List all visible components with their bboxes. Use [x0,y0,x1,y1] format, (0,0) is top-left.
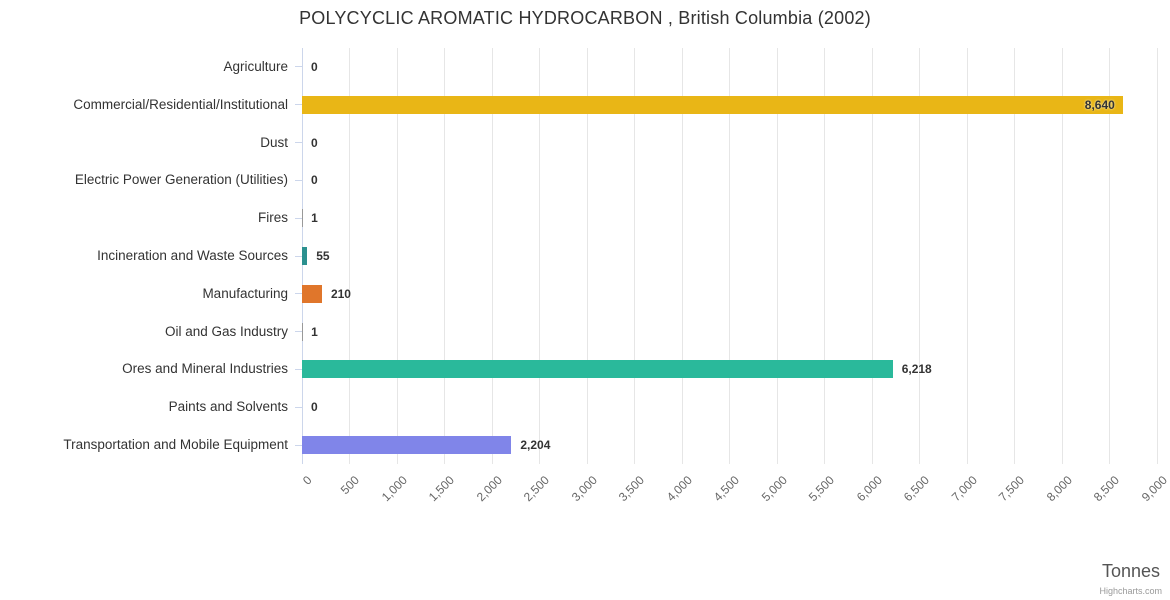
gridline [966,48,968,464]
gridline [1061,48,1063,464]
category-tick [295,179,302,181]
category-tick [295,142,302,144]
x-axis-title: Tonnes [1101,561,1160,581]
gridline [634,48,635,464]
value-label: 210 [330,286,351,301]
x-tick-label: 2,500 [521,473,553,505]
gridline [1014,48,1015,464]
bar[interactable] [302,95,1123,114]
x-tick-label: 5,500 [806,473,838,505]
category-tick [295,331,302,333]
category-label: Incineration and Waste Sources [97,248,288,263]
value-label: 2,204 [520,438,551,453]
gridline [1156,48,1158,464]
category-tick [295,217,302,219]
x-tick-label: 4,500 [711,473,743,505]
x-tick-label: 4,000 [663,473,695,505]
category-label: Oil and Gas Industry [164,323,288,339]
x-tick-label: 2,000 [473,473,505,505]
x-tick-label: 5,000 [758,473,790,505]
category-tick [295,368,302,370]
value-label: 55 [316,249,330,263]
category-label: Paints and Solvents [168,399,288,415]
x-tick-label: 0 [300,473,315,488]
category-label: Agriculture [223,58,288,74]
gridline [681,48,683,464]
category-tick [295,444,302,446]
value-label: 6,218 [901,362,932,377]
category-label: Fires [258,210,288,226]
value-label: 1 [311,324,318,339]
category-label: Manufacturing [202,285,288,301]
gridline [539,48,540,464]
category-label: Commercial/Residential/Institutional [73,96,288,112]
gridline [1109,48,1110,464]
value-label: 0 [311,59,318,74]
category-label: Transportation and Mobile Equipment [63,437,288,453]
category-label: Dust [260,134,288,150]
x-tick-label: 3,000 [568,473,600,505]
x-tick-label: 7,500 [996,473,1028,505]
gridline [586,48,588,464]
x-tick-label: 8,500 [1091,473,1123,505]
bar[interactable] [302,247,308,265]
gridline [776,48,778,464]
category-tick [295,406,302,408]
x-tick-label: 6,000 [853,473,885,505]
x-tick-label: 500 [338,473,363,498]
bar[interactable] [302,284,322,303]
chart-title: POLYCYCLIC AROMATIC HYDROCARBON , Britis… [299,8,871,28]
highcharts-credit[interactable]: Highcharts.com [1099,586,1162,596]
gridline [396,48,398,464]
gridline [729,48,730,464]
x-tick-label: 8,000 [1043,473,1075,505]
value-label: 1 [311,211,318,226]
x-tick-label: 7,000 [948,473,980,505]
category-label: Ores and Mineral Industries [122,361,288,377]
category-tick [295,293,302,295]
category-tick [295,104,302,106]
category-label: Electric Power Generation (Utilities) [74,172,288,188]
gridline [444,48,445,464]
gridline [349,48,350,464]
x-tick-label: 6,500 [901,473,933,505]
x-tick-label: 1,500 [426,473,458,505]
value-label: 0 [311,400,318,415]
value-label: 8,640 [1084,97,1115,112]
gridline [919,48,920,464]
gridline [491,48,493,464]
value-label: 0 [311,173,318,188]
x-tick-label: 1,000 [378,473,410,505]
category-tick [295,66,302,68]
value-label: 0 [311,135,318,150]
category-tick [295,255,302,257]
gridline [824,48,825,464]
gridline [871,48,873,464]
bar[interactable] [302,360,893,379]
bar[interactable] [302,436,512,455]
x-tick-label: 3,500 [616,473,648,505]
x-tick-label: 9,000 [1138,473,1170,505]
